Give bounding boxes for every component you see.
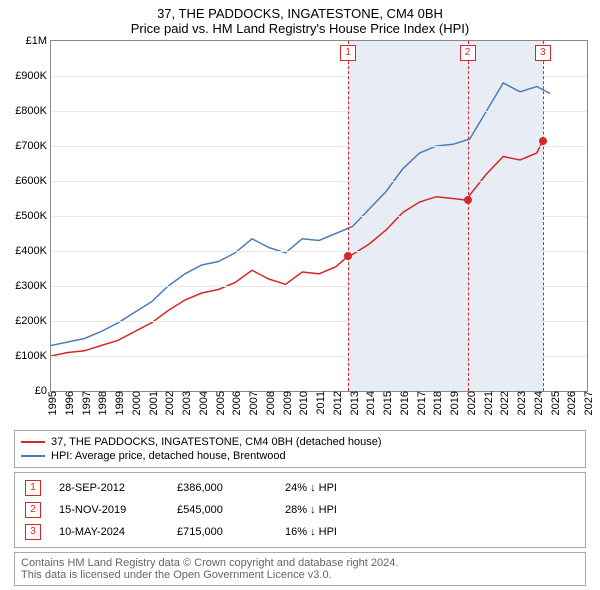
x-axis-tick: 1998 — [93, 391, 109, 415]
x-axis-tick: 2011 — [311, 391, 327, 415]
sale-hpi-diff: 28% ↓ HPI — [285, 504, 337, 516]
marker-dot — [344, 252, 352, 260]
x-axis-tick: 2025 — [546, 391, 562, 415]
x-axis-tick: 2017 — [412, 391, 428, 415]
x-axis-tick: 2004 — [194, 391, 210, 415]
footer: Contains HM Land Registry data © Crown c… — [14, 552, 586, 586]
sale-price: £545,000 — [177, 504, 267, 516]
x-axis-tick: 2021 — [479, 391, 495, 415]
sale-price: £715,000 — [177, 526, 267, 538]
x-axis-tick: 2023 — [512, 391, 528, 415]
sale-hpi-diff: 24% ↓ HPI — [285, 482, 337, 494]
x-axis-tick: 2020 — [462, 391, 478, 415]
y-axis-tick: £800K — [15, 105, 51, 117]
legend-label: HPI: Average price, detached house, Bren… — [51, 450, 286, 462]
x-axis-tick: 2022 — [495, 391, 511, 415]
sale-date: 15-NOV-2019 — [59, 504, 159, 516]
x-axis-tick: 2027 — [579, 391, 595, 415]
marker-line — [543, 41, 544, 391]
y-axis-tick: £200K — [15, 315, 51, 327]
series-hpi — [51, 83, 550, 346]
sale-row: 1 28-SEP-2012 £386,000 24% ↓ HPI — [21, 477, 579, 499]
gridline — [51, 286, 587, 287]
legend: 37, THE PADDOCKS, INGATESTONE, CM4 0BH (… — [14, 430, 586, 468]
x-axis-tick: 2019 — [445, 391, 461, 415]
chart-subtitle: Price paid vs. HM Land Registry's House … — [0, 21, 600, 40]
x-axis-tick: 2015 — [378, 391, 394, 415]
x-axis-tick: 2005 — [211, 391, 227, 415]
x-axis-tick: 1996 — [60, 391, 76, 415]
marker-line — [468, 41, 469, 391]
sale-row: 3 10-MAY-2024 £715,000 16% ↓ HPI — [21, 521, 579, 543]
gridline — [51, 251, 587, 252]
gridline — [51, 111, 587, 112]
marker-line — [348, 41, 349, 391]
gridline — [51, 356, 587, 357]
marker-dot — [539, 137, 547, 145]
y-axis-tick: £500K — [15, 210, 51, 222]
y-axis-tick: £900K — [15, 70, 51, 82]
footer-line: Contains HM Land Registry data © Crown c… — [21, 557, 579, 569]
sale-date: 10-MAY-2024 — [59, 526, 159, 538]
y-axis-tick: £1M — [26, 35, 51, 47]
y-axis-tick: £100K — [15, 350, 51, 362]
y-axis-tick: £600K — [15, 175, 51, 187]
sale-marker-number: 3 — [25, 524, 41, 540]
y-axis-tick: £400K — [15, 245, 51, 257]
sales-table: 1 28-SEP-2012 £386,000 24% ↓ HPI 2 15-NOV-201… — [14, 472, 586, 548]
series-property — [51, 141, 543, 356]
sale-price: £386,000 — [177, 482, 267, 494]
marker-dot — [464, 196, 472, 204]
legend-label: 37, THE PADDOCKS, INGATESTONE, CM4 0BH (… — [51, 436, 382, 448]
y-axis-tick: £700K — [15, 140, 51, 152]
sale-marker-number: 1 — [25, 480, 41, 496]
x-axis-tick: 2000 — [127, 391, 143, 415]
x-axis-tick: 2002 — [160, 391, 176, 415]
legend-item-property: 37, THE PADDOCKS, INGATESTONE, CM4 0BH (… — [21, 435, 579, 449]
sale-date: 28-SEP-2012 — [59, 482, 159, 494]
x-axis-tick: 2007 — [244, 391, 260, 415]
legend-swatch — [21, 441, 45, 443]
marker-number: 2 — [460, 45, 476, 61]
x-axis-tick: 2018 — [428, 391, 444, 415]
x-axis-tick: 2014 — [361, 391, 377, 415]
sale-hpi-diff: 16% ↓ HPI — [285, 526, 337, 538]
gridline — [51, 321, 587, 322]
x-axis-tick: 2024 — [529, 391, 545, 415]
gridline — [51, 216, 587, 217]
gridline — [51, 146, 587, 147]
x-axis-tick: 2001 — [144, 391, 160, 415]
x-axis-tick: 2026 — [562, 391, 578, 415]
x-axis-tick: 2013 — [345, 391, 361, 415]
x-axis-tick: 2009 — [278, 391, 294, 415]
x-axis-tick: 2012 — [328, 391, 344, 415]
x-axis-tick: 2010 — [294, 391, 310, 415]
sale-row: 2 15-NOV-2019 £545,000 28% ↓ HPI — [21, 499, 579, 521]
sale-marker-number: 2 — [25, 502, 41, 518]
legend-swatch — [21, 455, 45, 457]
footer-line: This data is licensed under the Open Gov… — [21, 569, 579, 581]
x-axis-tick: 1997 — [77, 391, 93, 415]
gridline — [51, 181, 587, 182]
x-axis-tick: 2016 — [395, 391, 411, 415]
x-axis-tick: 2008 — [261, 391, 277, 415]
y-axis-tick: £300K — [15, 280, 51, 292]
x-axis-tick: 1999 — [110, 391, 126, 415]
gridline — [51, 76, 587, 77]
x-axis-tick: 2006 — [227, 391, 243, 415]
marker-number: 1 — [340, 45, 356, 61]
legend-item-hpi: HPI: Average price, detached house, Bren… — [21, 449, 579, 463]
x-axis-tick: 1995 — [43, 391, 59, 415]
marker-number: 3 — [535, 45, 551, 61]
chart-title: 37, THE PADDOCKS, INGATESTONE, CM4 0BH — [0, 0, 600, 21]
x-axis-tick: 2003 — [177, 391, 193, 415]
chart-plot-area: £0£100K£200K£300K£400K£500K£600K£700K£80… — [50, 40, 588, 392]
